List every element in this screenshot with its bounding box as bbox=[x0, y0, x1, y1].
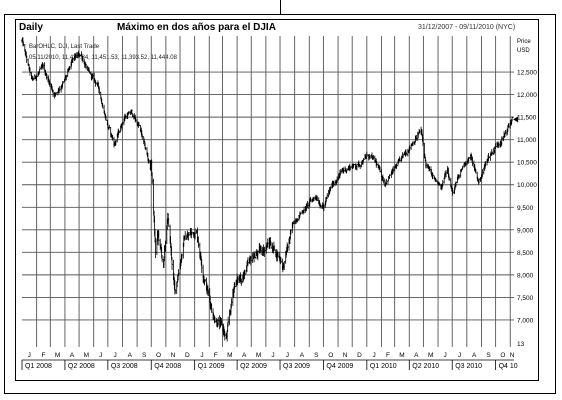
y-tick-label: 11,500 bbox=[517, 115, 537, 122]
month-label: S bbox=[314, 352, 319, 359]
month-label: J bbox=[458, 352, 461, 359]
month-label: J bbox=[99, 352, 102, 359]
last-price-marker bbox=[513, 116, 519, 123]
price-bar bbox=[441, 179, 444, 187]
y-tick-label: 9,000 bbox=[517, 227, 534, 234]
price-axis-label: Price bbox=[517, 39, 531, 45]
month-label: J bbox=[286, 352, 289, 359]
month-label: S bbox=[142, 352, 147, 359]
quarter-label: Q2 2010 bbox=[412, 363, 439, 370]
price-bars bbox=[21, 37, 519, 342]
quarter-label: Q4 2008 bbox=[154, 363, 181, 370]
quarter-label: Q1 2010 bbox=[370, 363, 397, 370]
quarter-label: Q1 2008 bbox=[25, 363, 52, 370]
month-label: M bbox=[227, 352, 232, 359]
y-tick-label: 7,500 bbox=[517, 295, 534, 302]
x-axis-ticks: J F M A M J J A S O N D J F M A M J J A S O N D J F M A M J J A S O NQ1 20… bbox=[21, 352, 518, 370]
month-label: A bbox=[128, 352, 133, 359]
date-range: 31/12/2007 - 09/11/2010 (NYC) bbox=[418, 24, 516, 31]
price-axis-unit: USD bbox=[517, 48, 530, 54]
y-tick-label: 10,500 bbox=[517, 160, 537, 167]
y-tick-label: 12,500 bbox=[517, 70, 537, 77]
y-tick-label: 8,000 bbox=[517, 272, 534, 279]
month-label: J bbox=[28, 352, 31, 359]
month-label: N bbox=[171, 352, 176, 359]
month-label: O bbox=[156, 352, 161, 359]
month-label: M bbox=[256, 352, 261, 359]
y-tick-label: 9,500 bbox=[517, 205, 534, 212]
price-bar bbox=[58, 85, 61, 91]
y-tick-label: 11,000 bbox=[517, 137, 537, 144]
month-label: N bbox=[343, 352, 348, 359]
y-axis-ticks: 7,000 7,500 8,000 8,500 9,000 9,500 10,000 10,5… bbox=[517, 70, 537, 348]
month-label: J bbox=[444, 352, 447, 359]
price-bar bbox=[511, 116, 514, 122]
month-label: J bbox=[271, 352, 274, 359]
month-label: J bbox=[200, 352, 203, 359]
month-label: O bbox=[328, 352, 333, 359]
price-bar bbox=[25, 55, 28, 64]
month-label: A bbox=[414, 352, 419, 359]
last-bar-values: 05/11/2010, 11,434.84, 11,451.53, 11,393… bbox=[29, 55, 177, 61]
month-label: J bbox=[114, 352, 117, 359]
month-label: N bbox=[510, 352, 515, 359]
period-label: Daily bbox=[19, 22, 43, 33]
month-label: J bbox=[373, 352, 376, 359]
price-bar bbox=[152, 178, 155, 216]
y-tick-label: 12,000 bbox=[517, 92, 537, 99]
month-label: S bbox=[486, 352, 491, 359]
price-bar bbox=[380, 168, 383, 178]
month-label: D bbox=[185, 352, 190, 359]
price-bar bbox=[131, 113, 134, 118]
month-label: A bbox=[472, 352, 477, 359]
month-label: M bbox=[84, 352, 89, 359]
quarter-label: Q2 2009 bbox=[240, 363, 267, 370]
y-extra-label: 13 bbox=[517, 341, 525, 348]
month-label: F bbox=[214, 352, 218, 359]
grid-lines bbox=[22, 36, 514, 347]
month-label: O bbox=[500, 352, 505, 359]
quarter-label: Q3 2008 bbox=[111, 363, 138, 370]
quarter-label: Q3 2009 bbox=[283, 363, 310, 370]
month-label: M bbox=[55, 352, 60, 359]
month-label: A bbox=[242, 352, 247, 359]
chart-title: Máximo en dos años para el DJIA bbox=[117, 22, 276, 33]
price-bar bbox=[387, 180, 390, 185]
month-label: D bbox=[357, 352, 362, 359]
quarter-label: Q2 2008 bbox=[68, 363, 95, 370]
month-label: M bbox=[399, 352, 404, 359]
quarter-label: Q3 2010 bbox=[455, 363, 482, 370]
quarter-label: Q1 2009 bbox=[198, 363, 225, 370]
series-description: BarOHLC, DJI, Last Trade bbox=[29, 44, 100, 50]
y-tick-label: 10,000 bbox=[517, 182, 537, 189]
price-bar bbox=[161, 254, 164, 263]
month-label: M bbox=[428, 352, 433, 359]
y-tick-label: 7,000 bbox=[517, 317, 534, 324]
quarter-label: Q4 2009 bbox=[326, 363, 353, 370]
price-bar bbox=[226, 330, 229, 342]
quarter-label: Q4 10 bbox=[499, 363, 518, 370]
month-label: F bbox=[41, 352, 45, 359]
y-tick-label: 8,500 bbox=[517, 250, 534, 257]
price-bar bbox=[45, 73, 48, 80]
month-label: A bbox=[70, 352, 75, 359]
outer-frame bbox=[4, 14, 556, 394]
chart-panel bbox=[15, 19, 539, 381]
month-label: F bbox=[386, 352, 390, 359]
top-divider-line bbox=[280, 0, 281, 14]
month-label: A bbox=[300, 352, 305, 359]
